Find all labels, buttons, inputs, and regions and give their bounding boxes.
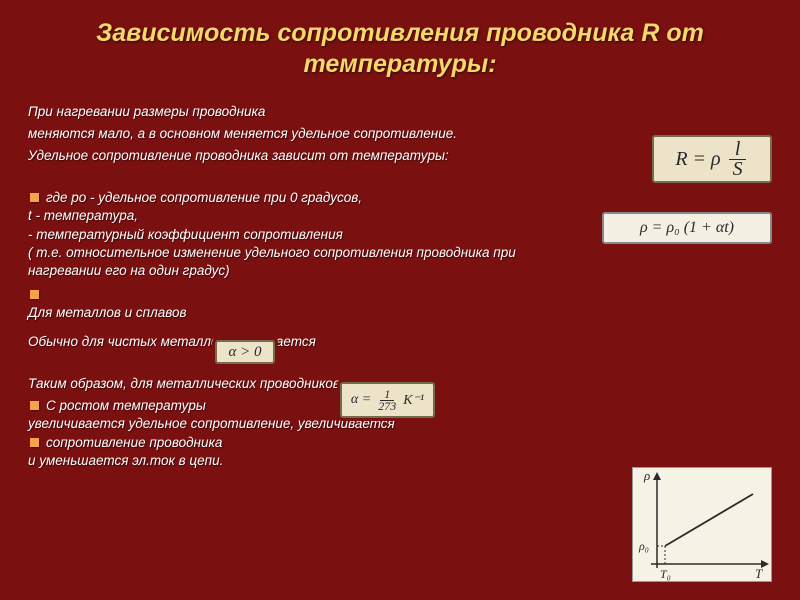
formula-rho: ρ = ρ₀ (1 + αt)	[602, 212, 772, 244]
bullet-line: - температурный коэффициент сопротивлени…	[28, 226, 588, 244]
bullet-line: ( т.е. относительное изменение удельного…	[28, 244, 588, 280]
formula-R-num: l	[729, 140, 747, 160]
formula-R: R = ρ l S	[652, 135, 772, 183]
slide-title: Зависимость сопротивления проводника R о…	[28, 18, 772, 81]
graph-y-label: ρ	[643, 468, 650, 483]
formula-alpha: α > 0	[215, 340, 275, 364]
paragraph-line: Удельное сопротивление проводника зависи…	[28, 147, 588, 165]
formula-alphaVal-den: 273	[374, 401, 400, 412]
formula-alphaVal-lhs: α =	[351, 392, 371, 408]
bullet-line: увеличивается удельное сопротивление, ув…	[28, 415, 588, 433]
rho-vs-T-graph: ρ ρ₀ T₀ T	[632, 467, 772, 582]
formula-alpha-value: α = 1 273 К⁻¹	[340, 382, 435, 418]
formula-R-den: S	[727, 160, 749, 179]
bullet-empty	[28, 286, 588, 304]
graph-x-label: T	[755, 566, 763, 581]
bullet-line: сопротивление проводника	[28, 434, 588, 452]
bullet-line: t - температура,	[28, 207, 588, 225]
formula-R-lhs: R = ρ	[675, 148, 720, 171]
bullet-line: где ро - удельное сопротивление при 0 гр…	[28, 189, 588, 207]
graph-t0-label: T₀	[660, 567, 671, 581]
paragraph-line: При нагревании размеры проводника	[28, 103, 588, 121]
paragraph-line: Таким образом, для металлических проводн…	[28, 375, 588, 393]
bullet-line: и уменьшается эл.ток в цепи.	[28, 452, 588, 470]
paragraph-line: меняются мало, а в основном меняется уде…	[28, 125, 588, 143]
graph-rho0-label: ρ₀	[638, 539, 649, 553]
paragraph-line: Обычно для чистых металлов принимается	[28, 333, 588, 351]
bullet-line: Для металлов и сплавов	[28, 304, 588, 322]
bullet-line: С ростом температуры	[28, 397, 588, 415]
formula-alphaVal-unit: К⁻¹	[403, 392, 424, 409]
